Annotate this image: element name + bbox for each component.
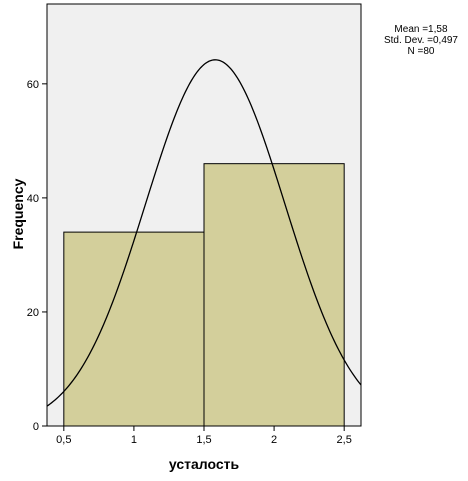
histogram-bar-1 [63, 231, 205, 427]
stat-mean: Mean =1,58 [394, 24, 448, 35]
y-tick-label: 20 [27, 307, 39, 319]
stat-n: N =80 [407, 46, 435, 57]
stat-std-dev: Std. Dev. =0,497 [383, 35, 458, 46]
x-axis-title: усталость [169, 456, 240, 472]
x-tick-label: 1 [131, 434, 137, 446]
stats-box: Mean =1,58 Std. Dev. =0,497 N =80 [384, 24, 458, 57]
x-tick-label: 2,5 [337, 434, 352, 446]
y-tick-label: 40 [27, 193, 39, 205]
normal-curve [46, 59, 362, 407]
x-tick-label: 0,5 [56, 434, 71, 446]
x-tick-label: 1,5 [196, 434, 211, 446]
y-axis-title: Frequency [10, 178, 26, 249]
x-tick-label: 2 [271, 434, 277, 446]
histogram-bar-2 [203, 163, 345, 427]
y-tick-label: 60 [27, 79, 39, 91]
y-tick-label: 0 [33, 421, 39, 433]
